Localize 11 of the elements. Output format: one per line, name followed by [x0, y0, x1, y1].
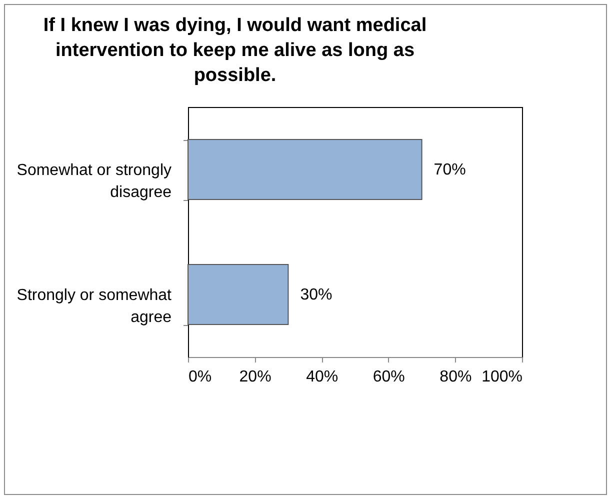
x-tick-label: 40%	[306, 368, 338, 386]
y-tick-label: Somewhat or strongly disagree	[16, 162, 172, 201]
data-label: 70%	[434, 162, 466, 178]
x-tick-label: 80%	[440, 368, 472, 386]
x-tick-label: 100%	[482, 368, 522, 386]
x-tick-label: 60%	[372, 368, 405, 386]
x-tick-label: 0%	[188, 368, 212, 386]
data-label: 30%	[300, 286, 332, 304]
chart-title: If I knew I was dying, I would want medical intervention to keep me alive as long as possible.	[43, 15, 427, 86]
x-tick-label: 20%	[239, 368, 272, 386]
y-tick-label: Strongly or somewhat agree	[16, 287, 172, 326]
